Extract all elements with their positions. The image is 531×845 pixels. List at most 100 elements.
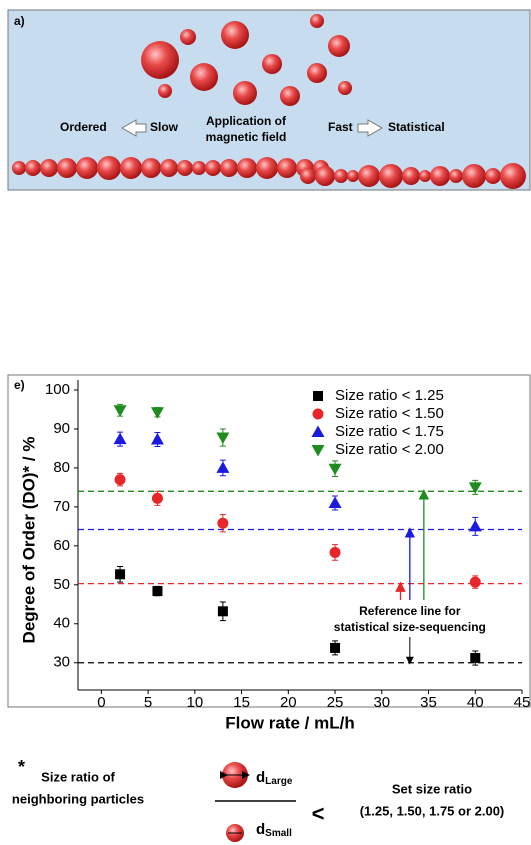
data-point <box>470 653 481 664</box>
sphere <box>160 159 178 177</box>
x-axis-label: Flow rate / mL/h <box>225 713 354 732</box>
sphere <box>419 170 431 182</box>
label-fast: Fast <box>328 120 353 134</box>
x-tick-label: 20 <box>280 694 297 711</box>
x-tick-label: 40 <box>467 694 484 711</box>
sphere <box>76 157 98 179</box>
x-tick-label: 0 <box>97 694 105 711</box>
sphere <box>221 21 249 49</box>
data-point <box>469 576 481 588</box>
sphere <box>500 163 526 189</box>
footnote-left: Size ratio of <box>41 769 115 784</box>
y-tick-label: 30 <box>53 654 70 671</box>
data-point <box>115 569 126 580</box>
label-slow: Slow <box>150 120 179 134</box>
sphere <box>177 160 193 176</box>
label-field: Application of <box>206 114 287 128</box>
legend-marker <box>313 391 323 401</box>
data-point <box>216 432 230 445</box>
sphere <box>12 161 26 175</box>
footnote-right: Set size ratio <box>392 781 472 796</box>
x-tick-label: 25 <box>327 694 344 711</box>
legend-label: Size ratio < 1.50 <box>335 405 444 422</box>
sphere <box>430 166 450 186</box>
sphere <box>237 158 257 178</box>
panel-label: a) <box>14 14 25 28</box>
y-tick-label: 100 <box>45 381 70 398</box>
label-statistical: Statistical <box>388 120 445 134</box>
arrow-fast <box>357 119 384 137</box>
sphere <box>449 169 463 183</box>
sphere <box>220 159 238 177</box>
x-tick-label: 10 <box>186 694 203 711</box>
x-tick-label: 45 <box>514 694 531 711</box>
data-point <box>330 642 341 653</box>
relation: < <box>312 801 325 826</box>
sphere <box>402 167 420 185</box>
sphere <box>158 84 172 98</box>
footnote-left: neighboring particles <box>12 791 144 806</box>
sphere <box>300 168 316 184</box>
data-point <box>113 405 127 417</box>
sphere <box>485 168 501 184</box>
sphere <box>315 166 335 186</box>
arrow-slow <box>120 119 147 137</box>
x-tick-label: 35 <box>420 694 437 711</box>
legend-marker <box>311 425 325 437</box>
sphere <box>328 35 350 57</box>
data-point <box>151 492 163 504</box>
sphere <box>262 54 282 74</box>
y-tick-label: 90 <box>53 420 70 437</box>
sphere <box>97 156 121 180</box>
legend-label: Size ratio < 1.25 <box>335 387 444 404</box>
data-point <box>468 519 482 532</box>
y-tick-label: 60 <box>53 537 70 554</box>
data-point <box>152 586 163 597</box>
sphere <box>310 14 324 28</box>
y-axis-label: Degree of Order (DO)* / % <box>19 437 38 644</box>
y-tick-label: 70 <box>53 498 70 515</box>
d-small: dSmall <box>256 821 292 839</box>
data-point <box>114 474 126 486</box>
legend-marker <box>312 408 324 420</box>
data-point <box>328 463 342 476</box>
label-ordered: Ordered <box>60 120 107 134</box>
sphere <box>462 164 486 188</box>
footnote-star: * <box>18 757 25 777</box>
sphere <box>307 63 327 83</box>
legend-label: Size ratio < 1.75 <box>335 423 444 440</box>
sphere <box>280 86 300 106</box>
sphere <box>347 170 359 182</box>
y-tick-label: 40 <box>53 615 70 632</box>
x-tick-label: 30 <box>373 694 390 711</box>
label-field: magnetic field <box>206 130 287 144</box>
y-tick-label: 50 <box>53 576 70 593</box>
data-point <box>468 482 482 494</box>
sphere <box>338 81 352 95</box>
sphere <box>180 29 196 45</box>
footnote-right: (1.25, 1.50, 1.75 or 2.00) <box>360 803 505 818</box>
data-point <box>329 546 341 558</box>
sphere <box>25 160 41 176</box>
sphere <box>379 164 403 188</box>
data-point <box>217 517 229 529</box>
sphere-group <box>12 14 526 189</box>
sphere <box>205 160 221 176</box>
panel-label: e) <box>14 378 25 392</box>
legend-label: Size ratio < 2.00 <box>335 441 444 458</box>
y-tick-label: 80 <box>53 459 70 476</box>
data-point <box>217 606 228 617</box>
sphere <box>57 158 77 178</box>
sphere <box>233 81 257 105</box>
legend-marker <box>311 445 325 457</box>
sphere <box>334 169 348 183</box>
data-point <box>113 432 127 445</box>
sphere <box>40 159 58 177</box>
data-point <box>150 407 164 419</box>
d-large: dLarge <box>256 769 293 787</box>
sphere <box>190 63 218 91</box>
sphere <box>141 158 161 178</box>
sphere <box>256 157 278 179</box>
annotation: statistical size-sequencing <box>334 620 486 634</box>
